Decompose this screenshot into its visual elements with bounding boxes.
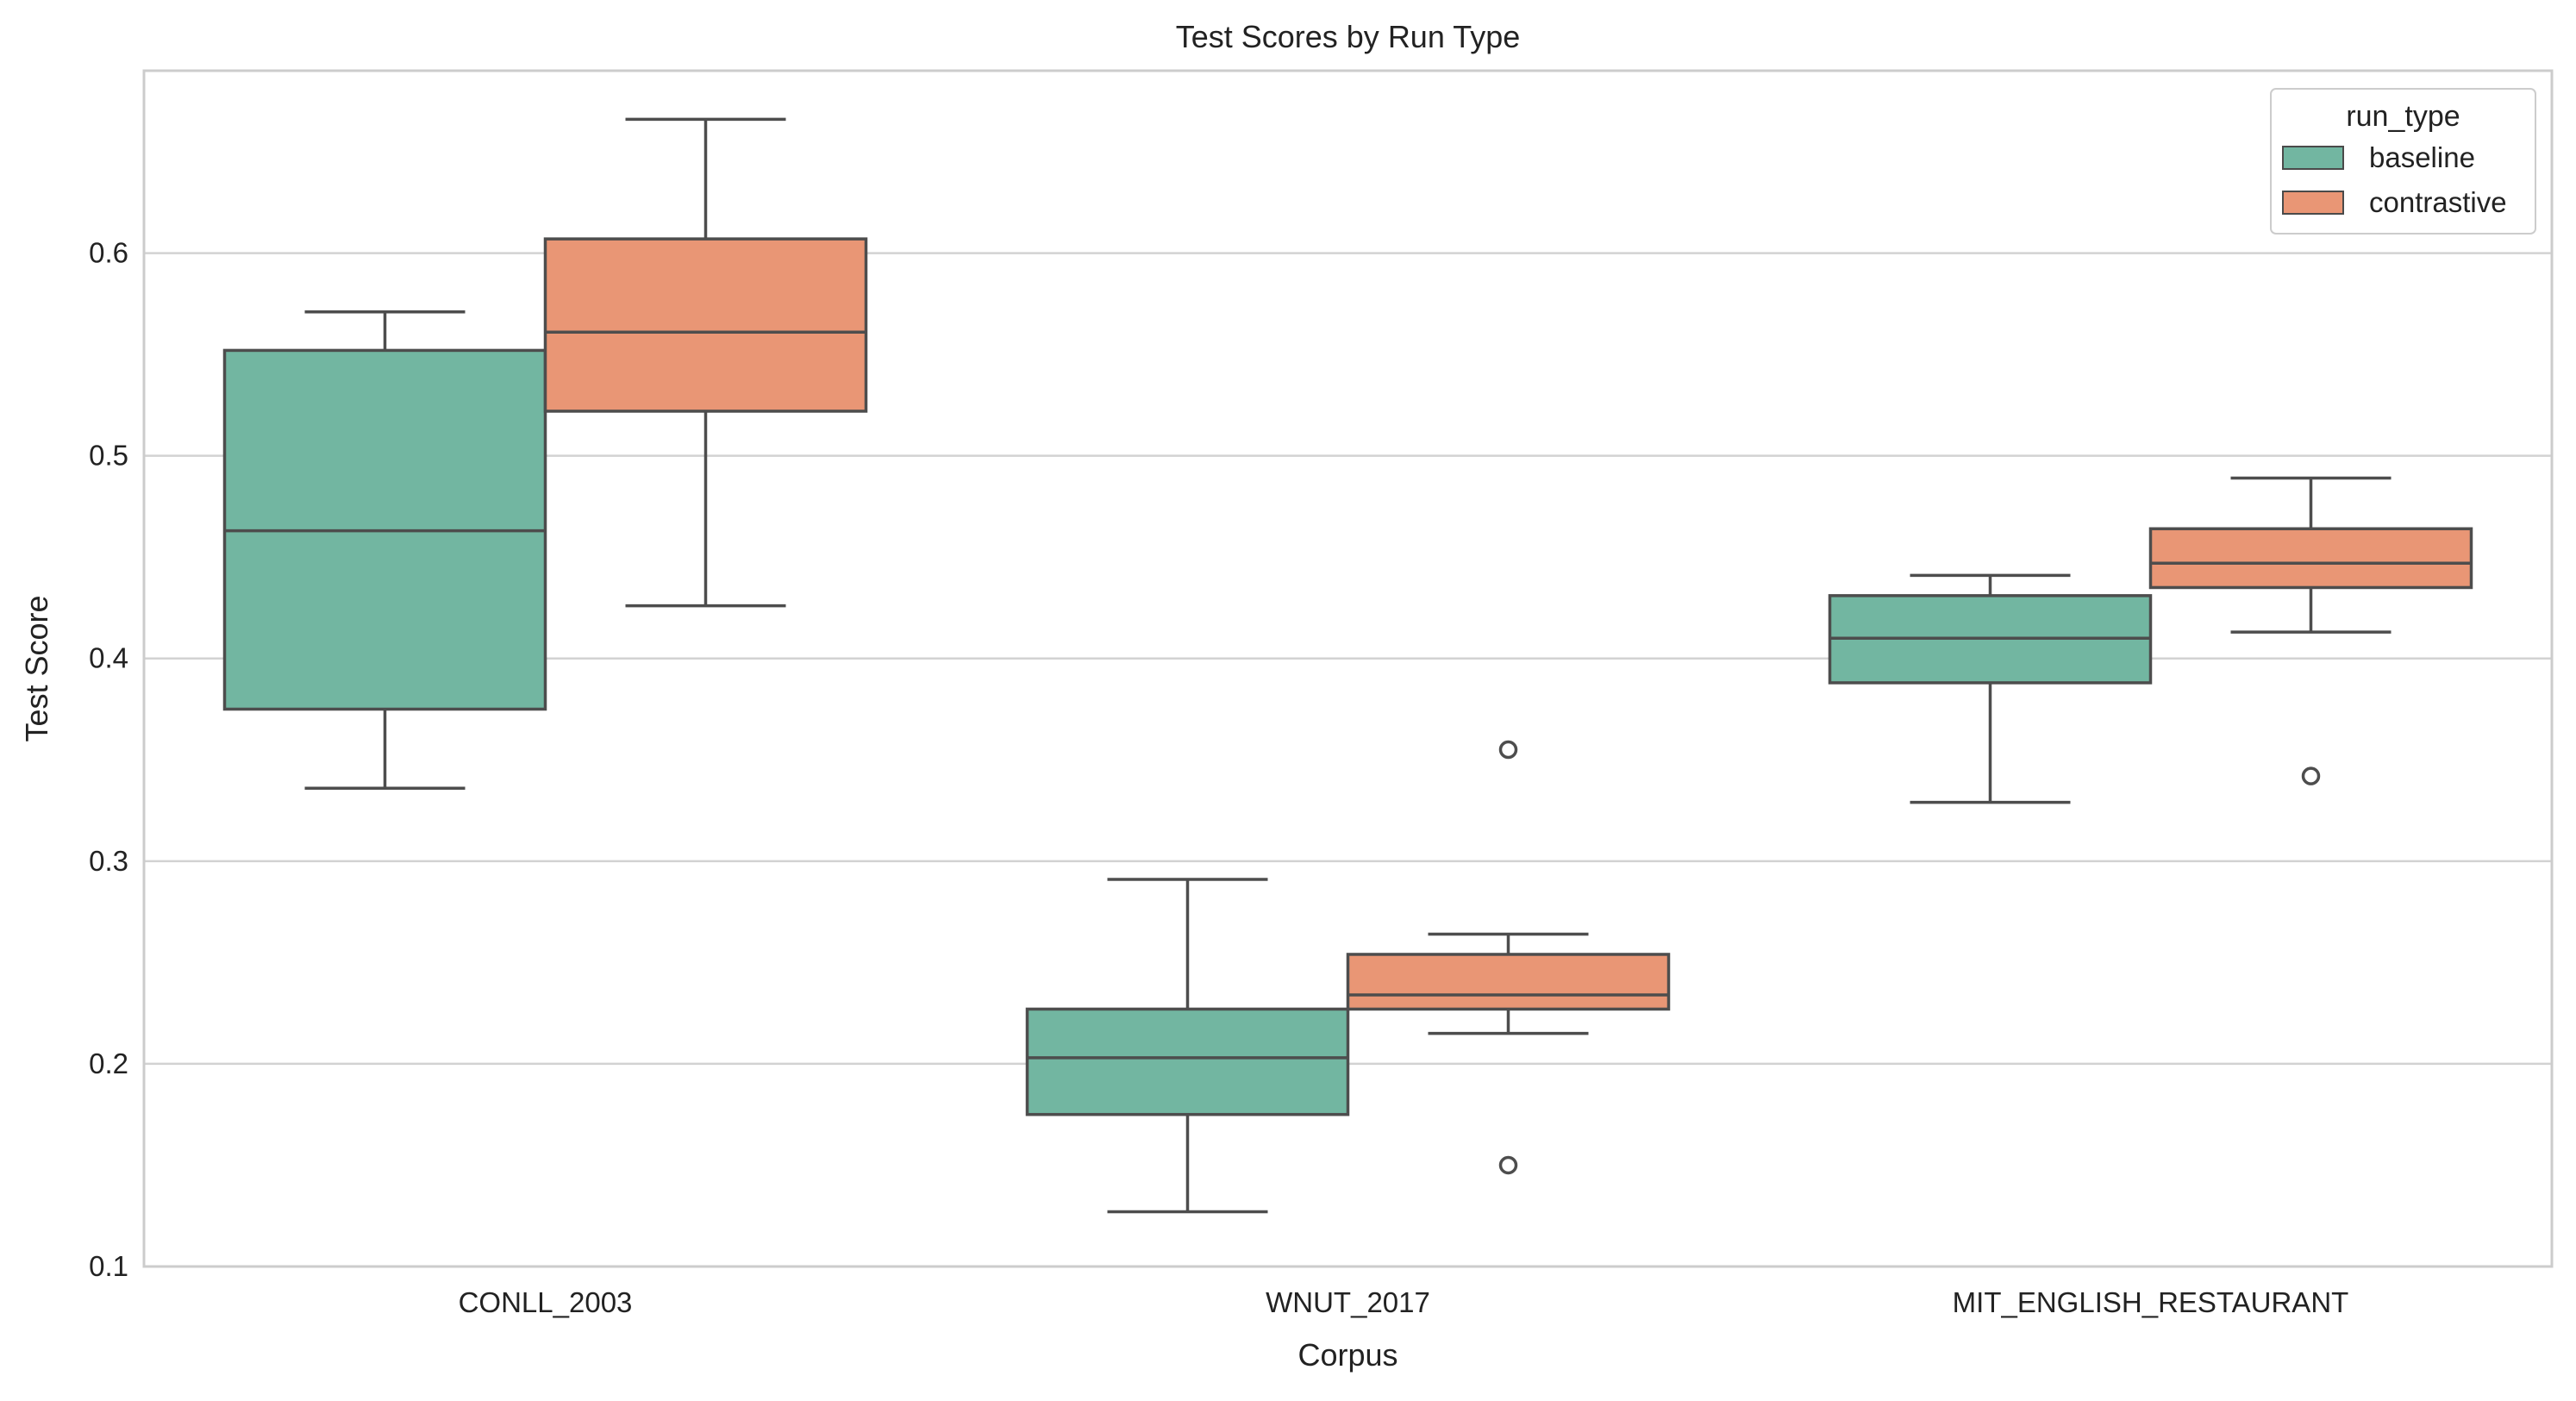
- box-contrastive-CONLL_2003: [543, 117, 868, 608]
- plot-frame: [142, 69, 2554, 1268]
- y-tick-label: 0.4: [89, 642, 128, 674]
- y-tick-label: 0.3: [89, 845, 128, 877]
- x-tick-label: WNUT_2017: [1266, 1286, 1430, 1318]
- y-tick-label: 0.6: [89, 237, 128, 269]
- x-tick-label: MIT_ENGLISH_RESTAURANT: [1953, 1286, 2349, 1318]
- legend-swatch-baseline: [2282, 146, 2344, 170]
- outlier-point: [1498, 740, 1518, 760]
- chart-title: Test Scores by Run Type: [1176, 19, 1521, 54]
- legend-title: run_type: [2346, 100, 2460, 133]
- y-tick-label: 0.2: [89, 1048, 128, 1079]
- legend-label-baseline: baseline: [2369, 141, 2475, 173]
- iqr-box: [1025, 1007, 1350, 1116]
- box-contrastive-WNUT_2017: [1346, 740, 1671, 1175]
- legend-label-contrastive: contrastive: [2369, 186, 2507, 218]
- box-baseline-WNUT_2017: [1025, 878, 1350, 1214]
- y-tick-label: 0.1: [89, 1250, 128, 1282]
- y-tick-label: 0.5: [89, 440, 128, 472]
- iqr-box: [1346, 953, 1671, 1011]
- legend: run_type baseline contrastive: [2270, 88, 2536, 235]
- x-axis-label: Corpus: [1297, 1337, 1397, 1373]
- box-contrastive-MIT_ENGLISH_RESTAURANT: [2148, 476, 2473, 785]
- iqr-box: [2148, 527, 2473, 590]
- box-layer: [222, 117, 2473, 1214]
- legend-swatch-contrastive: [2282, 191, 2344, 215]
- tick-layer: 0.1 0.2 0.3 0.4 0.5 0.6 CONLL_2003 WNUT_2017 MIT…: [89, 237, 2348, 1318]
- outlier-point: [2301, 766, 2321, 785]
- outlier-point: [1498, 1155, 1518, 1175]
- box-baseline-CONLL_2003: [222, 310, 547, 790]
- iqr-box: [543, 237, 868, 413]
- y-axis-label: Test Score: [19, 595, 54, 741]
- box-baseline-MIT_ENGLISH_RESTAURANT: [1828, 573, 2153, 804]
- x-tick-label: CONLL_2003: [459, 1286, 633, 1318]
